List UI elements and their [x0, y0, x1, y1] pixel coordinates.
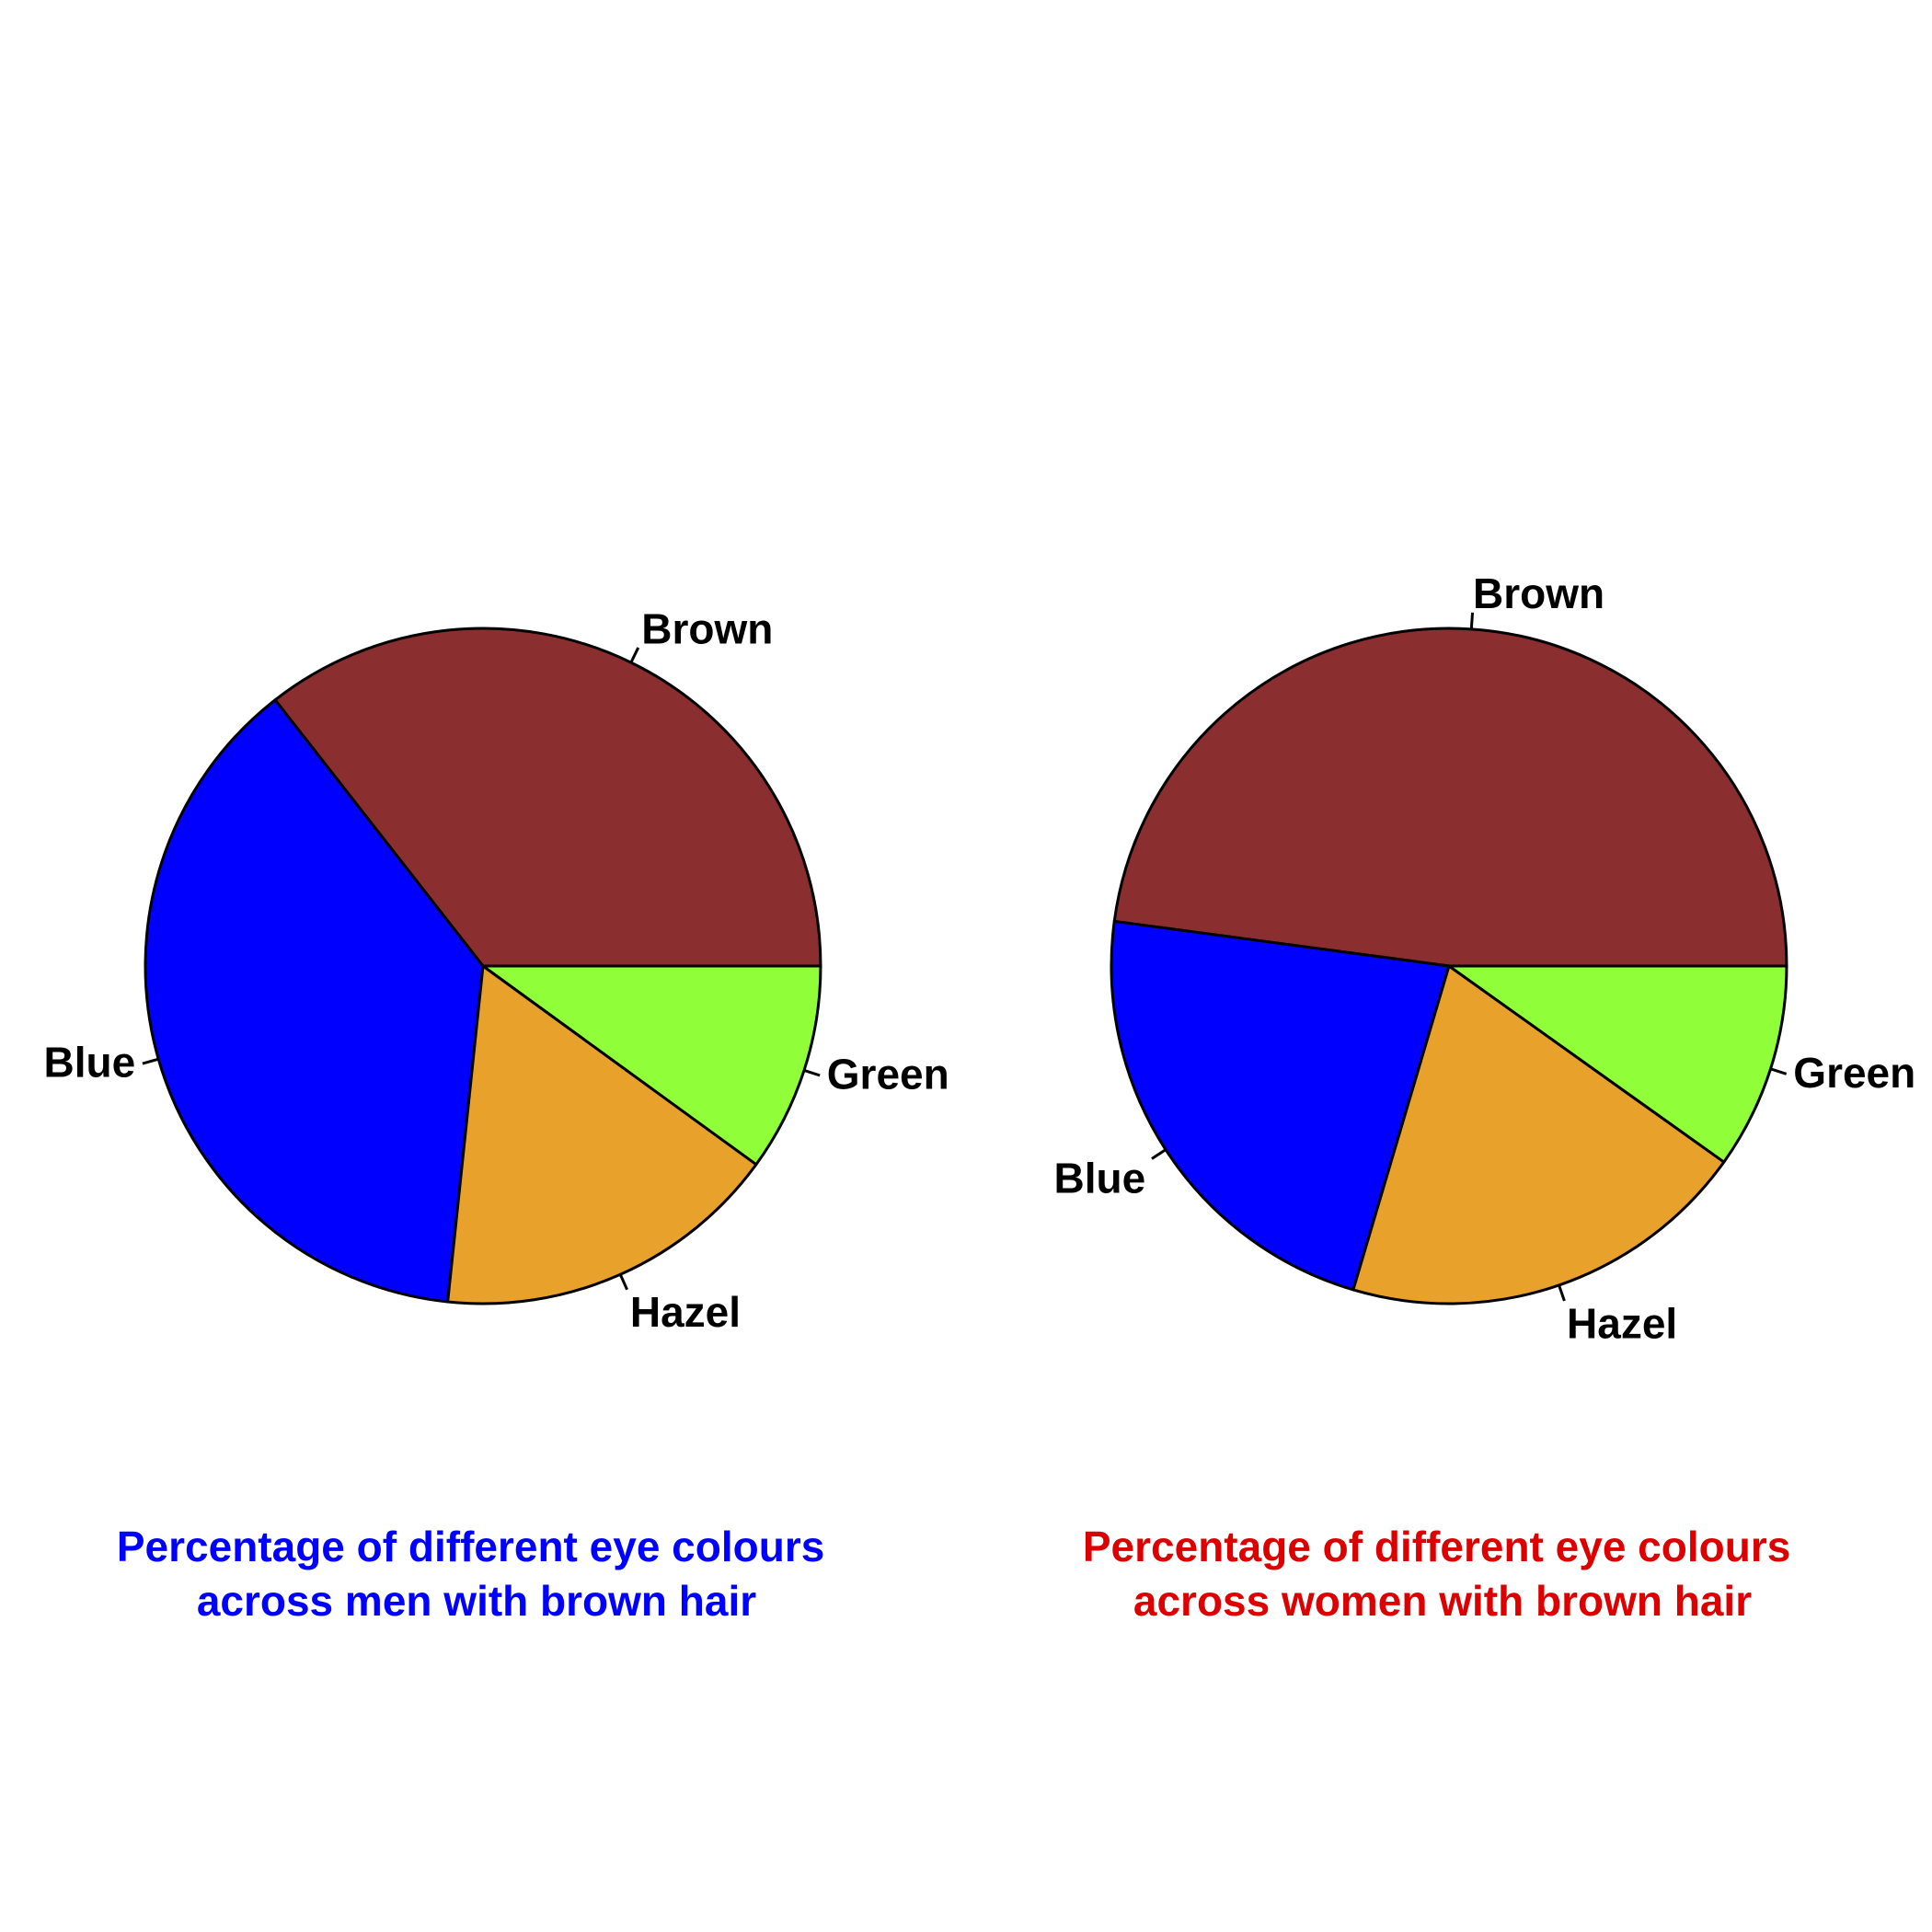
women-blue-slice [1110, 919, 1451, 1292]
women-green-slice [1447, 964, 1788, 1164]
men-brown-label: Brown [641, 605, 773, 653]
men-blue-label: Blue [44, 1038, 136, 1086]
men-green-label: Green [827, 1051, 949, 1098]
men-green-leader [803, 1068, 821, 1077]
women-hazel-label: Hazel [1567, 1299, 1677, 1347]
women-brown-leader [1469, 612, 1475, 629]
women-green-leader [1770, 1067, 1788, 1075]
men-caption-line-1: Percentage of different eye colours [117, 1523, 824, 1570]
women-caption-line-2: across women with brown hair [1133, 1577, 1752, 1625]
women-eye-colour-pie: Brown Blue Hazel Green [1054, 569, 1916, 1348]
women-blue-leader [1151, 1148, 1167, 1160]
women-hazel-leader [1558, 1284, 1566, 1302]
women-caption-line-1: Percentage of different eye colours [1083, 1523, 1790, 1570]
men-caption-line-2: across men with brown hair [197, 1577, 756, 1625]
women-blue-label: Blue [1054, 1155, 1146, 1202]
men-hazel-label: Hazel [630, 1288, 741, 1336]
men-brown-leader [629, 647, 640, 663]
women-brown-label: Brown [1473, 569, 1604, 617]
women-pie-caption: Percentage of different eye colours acro… [1083, 1523, 1802, 1625]
men-green-slice [481, 964, 822, 1167]
women-hazel-slice [1351, 964, 1726, 1305]
women-green-label: Green [1793, 1049, 1915, 1097]
men-eye-colour-pie: Brown Blue Hazel Green [44, 605, 949, 1336]
men-hazel-slice [446, 964, 758, 1305]
men-pie-caption: Percentage of different eye colours acro… [117, 1523, 836, 1625]
men-blue-slice [144, 698, 485, 1304]
men-blue-leader [142, 1057, 159, 1065]
women-brown-slice [1112, 627, 1788, 968]
men-hazel-leader [618, 1273, 628, 1291]
